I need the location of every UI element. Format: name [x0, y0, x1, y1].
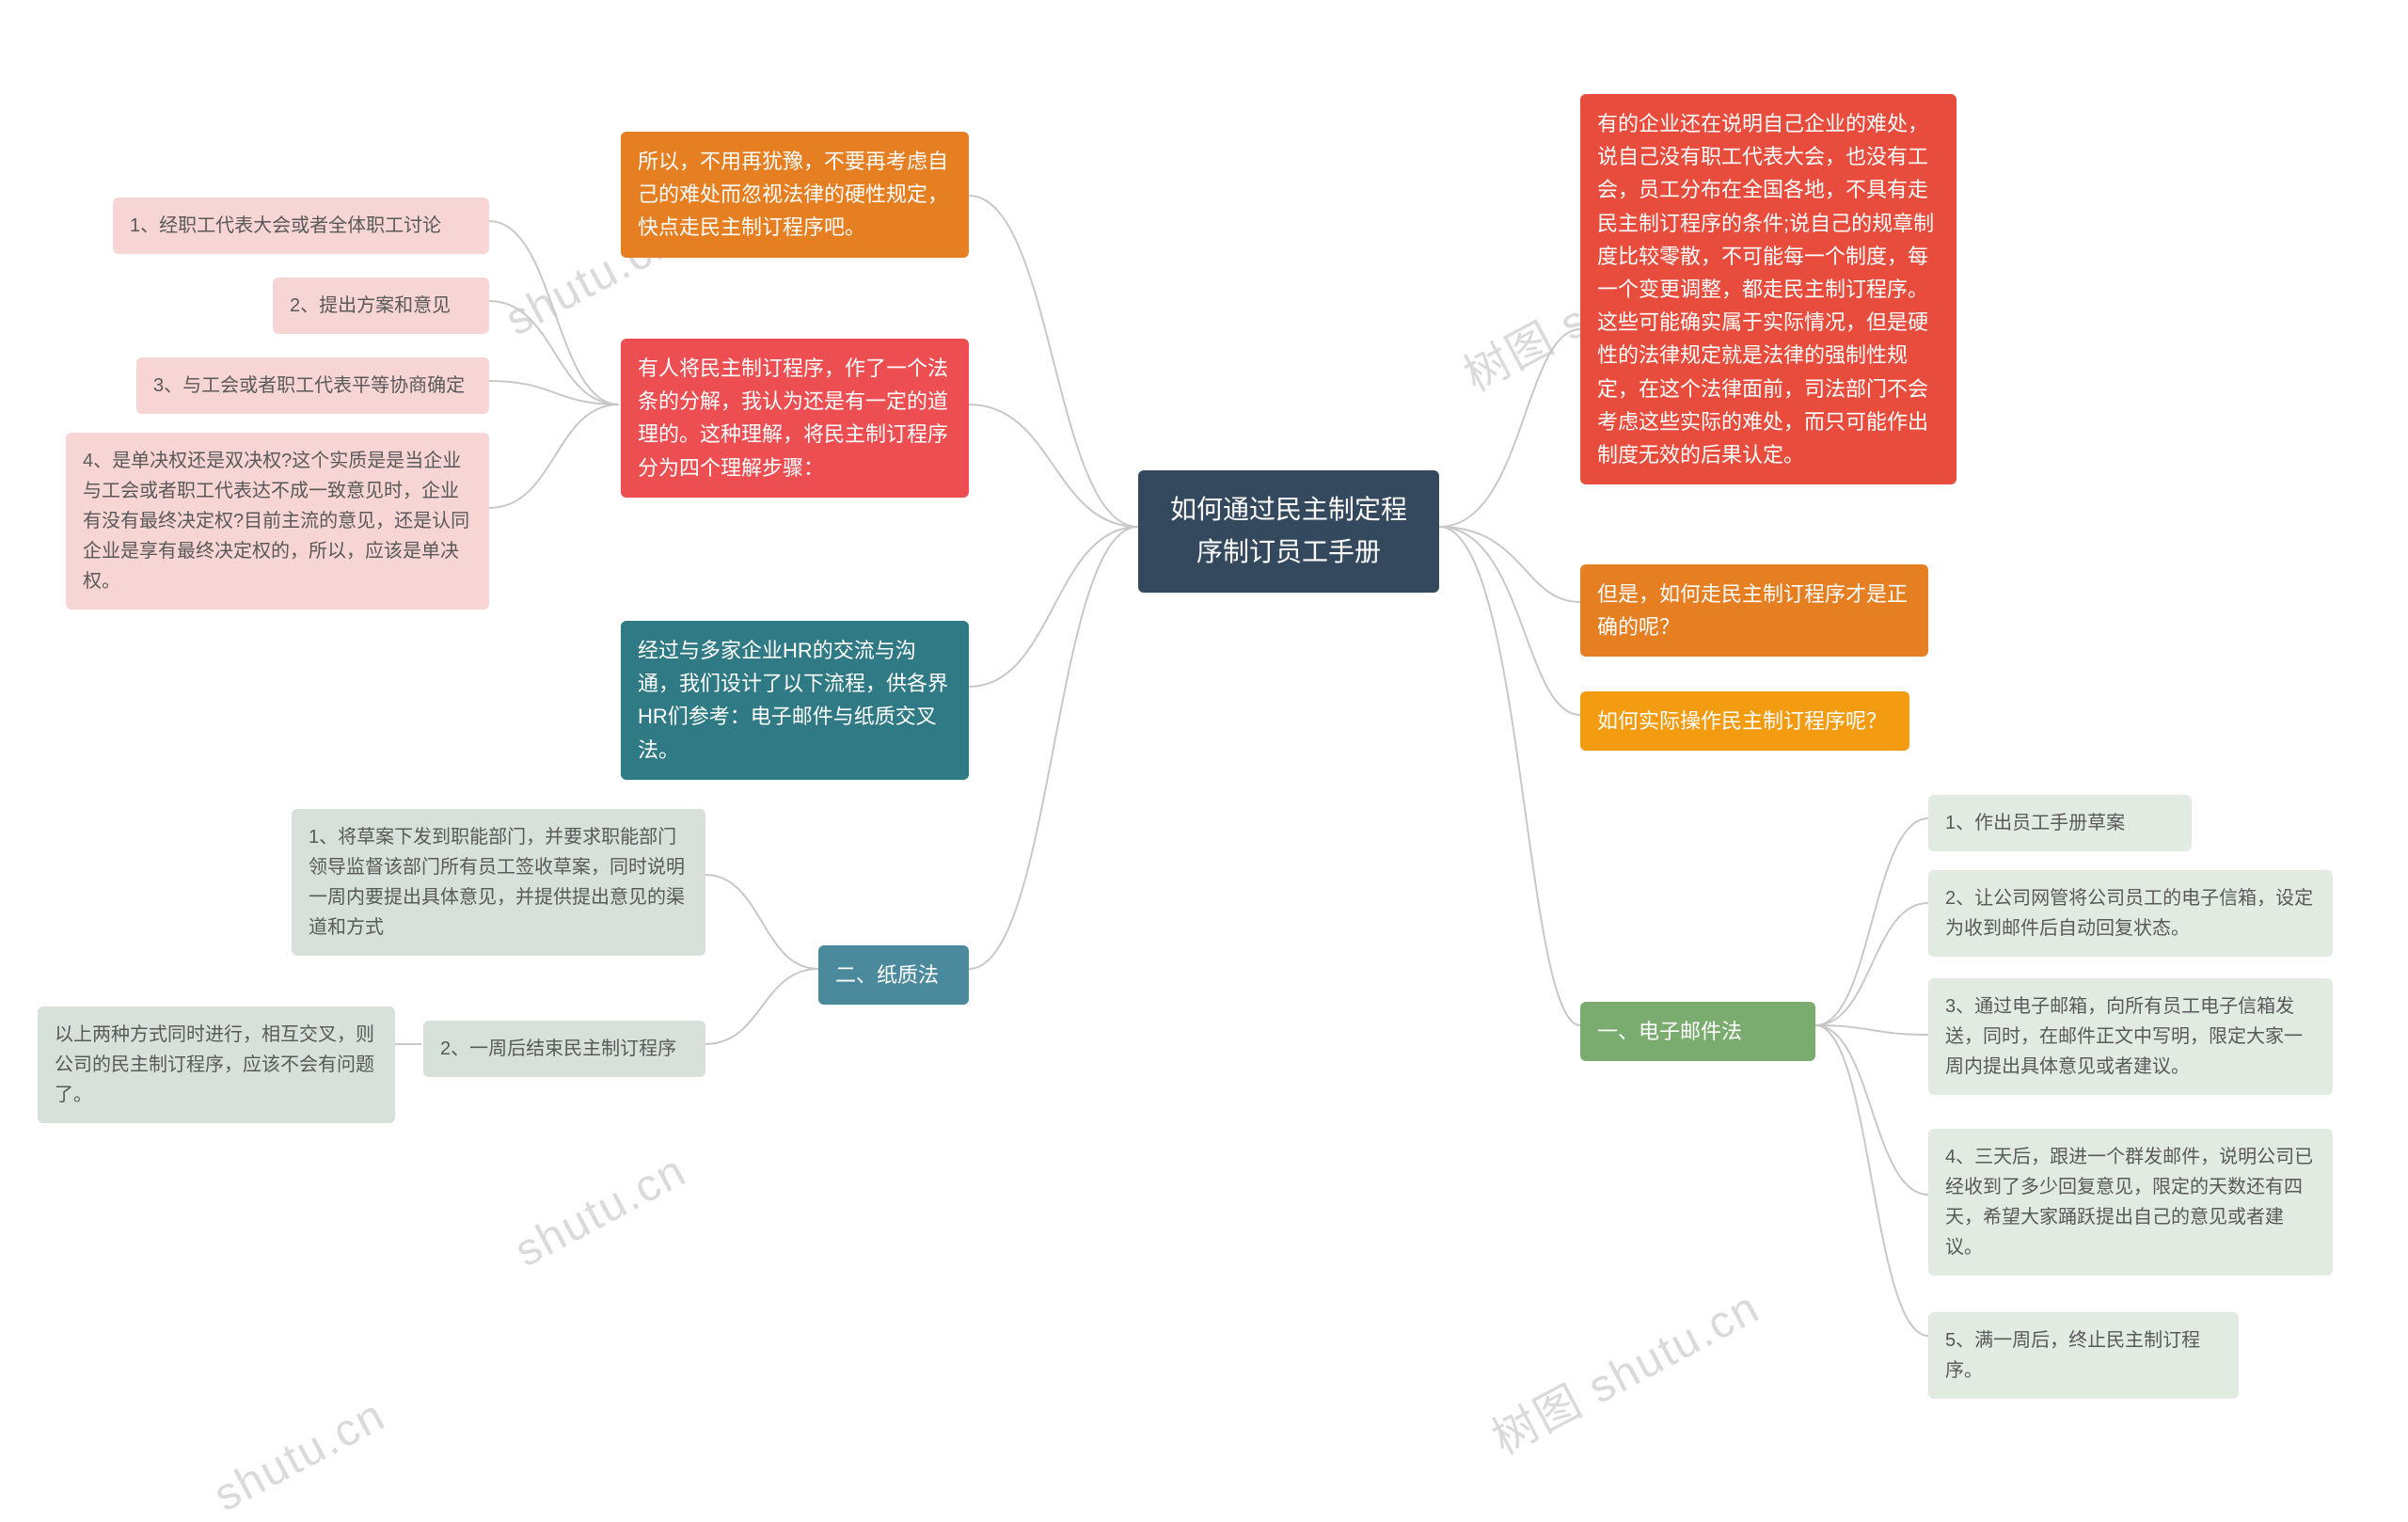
watermark: shutu.cn: [507, 1145, 695, 1277]
left-paper-node: 二、纸质法: [818, 945, 969, 1005]
right-red-node: 有的企业还在说明自己企业的难处，说自己没有职工代表大会，也没有工会，员工分布在全…: [1580, 94, 1956, 484]
sage-step-3: 以上两种方式同时进行，相互交叉，则公司的民主制订程序，应该不会有问题了。: [38, 1007, 395, 1123]
right-orange-node: 但是，如何走民主制订程序才是正确的呢？: [1580, 564, 1928, 657]
right-amber-node: 如何实际操作民主制订程序呢？: [1580, 691, 1909, 751]
left-teal-node: 经过与多家企业HR的交流与沟通，我们设计了以下流程，供各界HR们参考：电子邮件与…: [621, 621, 969, 780]
left-crimson-node: 有人将民主制订程序，作了一个法条的分解，我认为还是有一定的道理的。这种理解，将民…: [621, 339, 969, 498]
mint-step-2: 2、让公司网管将公司员工的电子信箱，设定为收到邮件后自动回复状态。: [1928, 870, 2333, 957]
sage-step-1: 1、将草案下发到职能部门，并要求职能部门领导监督该部门所有员工签收草案，同时说明…: [292, 809, 705, 956]
sage-step-2: 2、一周后结束民主制订程序: [423, 1021, 705, 1077]
mint-step-3: 3、通过电子邮箱，向所有员工电子信箱发送，同时，在邮件正文中写明，限定大家一周内…: [1928, 978, 2333, 1095]
watermark: shutu.cn: [206, 1389, 394, 1522]
pink-step-4: 4、是单决权还是双决权?这个实质是是当企业与工会或者职工代表达不成一致意见时，企…: [66, 433, 489, 610]
mint-step-4: 4、三天后，跟进一个群发邮件，说明公司已经收到了多少回复意见，限定的天数还有四天…: [1928, 1129, 2333, 1276]
pink-step-1: 1、经职工代表大会或者全体职工讨论: [113, 198, 489, 254]
right-email-node: 一、电子邮件法: [1580, 1002, 1815, 1061]
left-orange-node: 所以，不用再犹豫，不要再考虑自己的难处而忽视法律的硬性规定，快点走民主制订程序吧…: [621, 132, 969, 258]
pink-step-2: 2、提出方案和意见: [273, 277, 489, 334]
root-node: 如何通过民主制定程序制订员工手册: [1138, 470, 1439, 593]
pink-step-3: 3、与工会或者职工代表平等协商确定: [136, 357, 489, 414]
watermark: 树图 shutu.cn: [1479, 1271, 1769, 1467]
mint-step-5: 5、满一周后，终止民主制订程序。: [1928, 1312, 2239, 1399]
mint-step-1: 1、作出员工手册草案: [1928, 795, 2192, 851]
